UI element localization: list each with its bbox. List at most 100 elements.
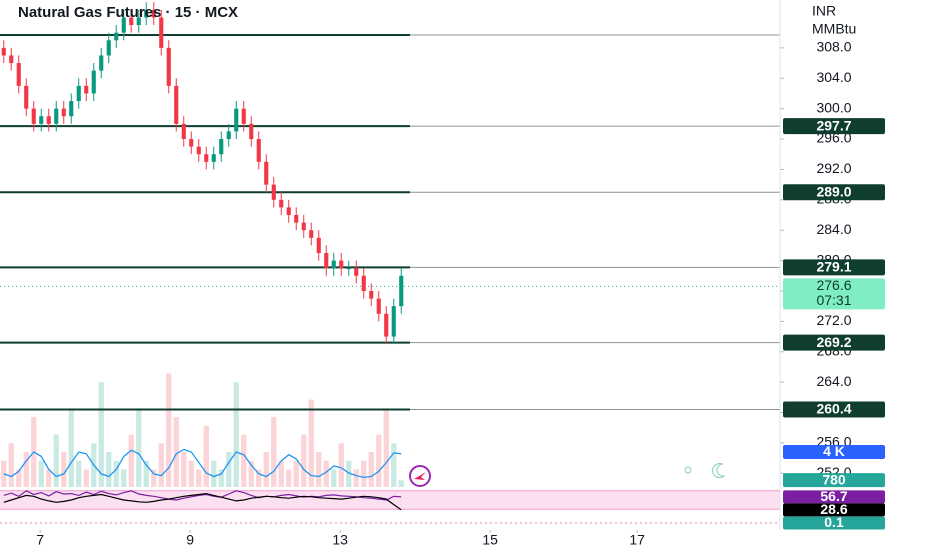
level-badge-bg bbox=[783, 259, 885, 276]
candle-body bbox=[286, 207, 291, 216]
oscillator-line bbox=[3, 492, 402, 511]
volume-bar bbox=[8, 443, 14, 487]
chart-title: Natural Gas Futures · 15 · MCX bbox=[18, 4, 238, 21]
level-badge-text: 269.2 bbox=[816, 334, 851, 350]
y-tick-label: 300.0 bbox=[816, 99, 851, 115]
volume-bar bbox=[188, 460, 194, 487]
last-price-badge-bg bbox=[783, 278, 885, 310]
level-badge-bg bbox=[783, 118, 885, 135]
volume-ma-badge-bg bbox=[783, 445, 885, 460]
volume-bar bbox=[128, 434, 134, 487]
volume-bar bbox=[338, 443, 344, 487]
candle-body bbox=[9, 55, 14, 64]
y-tick-label: 264.0 bbox=[816, 373, 851, 389]
logo-mark bbox=[414, 472, 426, 480]
logo bbox=[409, 465, 431, 487]
candle-body bbox=[129, 17, 134, 26]
candle-body bbox=[346, 268, 351, 270]
oscillator-badge: 56.7 bbox=[783, 488, 885, 504]
level-badge: 260.4 bbox=[783, 401, 885, 418]
oscillator-signal-badge: 0.1 bbox=[783, 514, 885, 530]
oscillator-badge: 28.6 bbox=[783, 501, 885, 517]
sun-icon bbox=[684, 466, 692, 474]
candle-body bbox=[376, 298, 381, 314]
volume-bar bbox=[23, 452, 29, 487]
candle-body bbox=[151, 9, 156, 18]
level-badge: 269.2 bbox=[783, 334, 885, 351]
volume-bar bbox=[113, 460, 119, 487]
candle-body bbox=[166, 47, 171, 86]
volume-bar bbox=[143, 460, 149, 487]
volume-bar bbox=[98, 382, 104, 487]
volume-badge-text: 780 bbox=[822, 471, 846, 487]
candle-body bbox=[189, 139, 194, 147]
last-price-text: 276.6 bbox=[816, 277, 851, 293]
volume-bar bbox=[391, 443, 397, 487]
volume-bar bbox=[353, 469, 359, 487]
volume-bar bbox=[398, 480, 404, 487]
candle-body bbox=[249, 123, 254, 140]
volume-ma-badge-text: 4 K bbox=[823, 443, 845, 459]
volume-bar bbox=[368, 452, 374, 487]
level-badge-bg bbox=[783, 334, 885, 351]
candle-body bbox=[219, 139, 224, 155]
candle-body bbox=[241, 108, 246, 124]
x-tick-label: 15 bbox=[482, 532, 498, 548]
volume-bar bbox=[38, 460, 44, 487]
oscillator-badge-bg bbox=[783, 490, 885, 504]
candle-body bbox=[31, 108, 36, 124]
y-tick-label: 284.0 bbox=[816, 221, 851, 237]
candle-body bbox=[279, 199, 284, 208]
volume-bar bbox=[173, 417, 179, 487]
candle-body bbox=[256, 139, 261, 162]
volume-bar bbox=[308, 399, 314, 487]
volume-ma-line bbox=[3, 448, 402, 479]
oscillator-line bbox=[3, 490, 402, 501]
candle-body bbox=[339, 260, 344, 269]
volume-bar bbox=[293, 460, 299, 487]
candle-body bbox=[234, 108, 239, 132]
candle-body bbox=[39, 116, 44, 124]
candle-body bbox=[144, 9, 149, 18]
volume-bar bbox=[196, 469, 202, 487]
volume-bar bbox=[331, 469, 337, 487]
volume-bar bbox=[53, 434, 59, 487]
candle-body bbox=[331, 260, 336, 269]
volume-bar bbox=[376, 434, 382, 487]
candle-body bbox=[271, 184, 276, 200]
candle-body bbox=[324, 252, 329, 269]
volume-badge-bg bbox=[783, 473, 885, 488]
oscillator-badge-bg bbox=[783, 503, 885, 517]
level-badge-text: 279.1 bbox=[816, 259, 851, 275]
candle-body bbox=[309, 230, 314, 238]
volume-bar bbox=[226, 452, 232, 487]
candle-body bbox=[61, 108, 66, 117]
volume-bar bbox=[16, 469, 22, 487]
volume-badge: 780 bbox=[783, 471, 885, 487]
level-badge: 297.7 bbox=[783, 117, 885, 135]
candle-body bbox=[114, 32, 119, 41]
candle-body bbox=[54, 108, 59, 124]
countdown-text: 07:31 bbox=[816, 292, 851, 308]
candle-body bbox=[121, 17, 126, 33]
candle-body bbox=[226, 131, 231, 140]
volume-bar bbox=[106, 452, 112, 487]
level-badge: 289.0 bbox=[783, 183, 885, 201]
volume-bar bbox=[121, 469, 127, 487]
volume-bar bbox=[136, 408, 142, 487]
candle-body bbox=[24, 85, 29, 109]
candle-body bbox=[264, 161, 269, 185]
volume-bar bbox=[158, 443, 164, 487]
candle-body bbox=[316, 237, 321, 253]
last-price-badge: 276.607:31 bbox=[783, 277, 885, 310]
volume-bar bbox=[46, 469, 52, 487]
candle-body bbox=[106, 40, 111, 56]
volume-bar bbox=[61, 452, 67, 487]
candle-body bbox=[369, 290, 374, 299]
y-tick-label: 308.0 bbox=[816, 39, 851, 55]
volume-bar bbox=[83, 469, 89, 487]
volume-bar bbox=[263, 452, 269, 487]
volume-bar bbox=[233, 382, 239, 487]
volume-bar bbox=[166, 373, 172, 487]
oscillator-signal-badge-bg bbox=[783, 516, 885, 530]
